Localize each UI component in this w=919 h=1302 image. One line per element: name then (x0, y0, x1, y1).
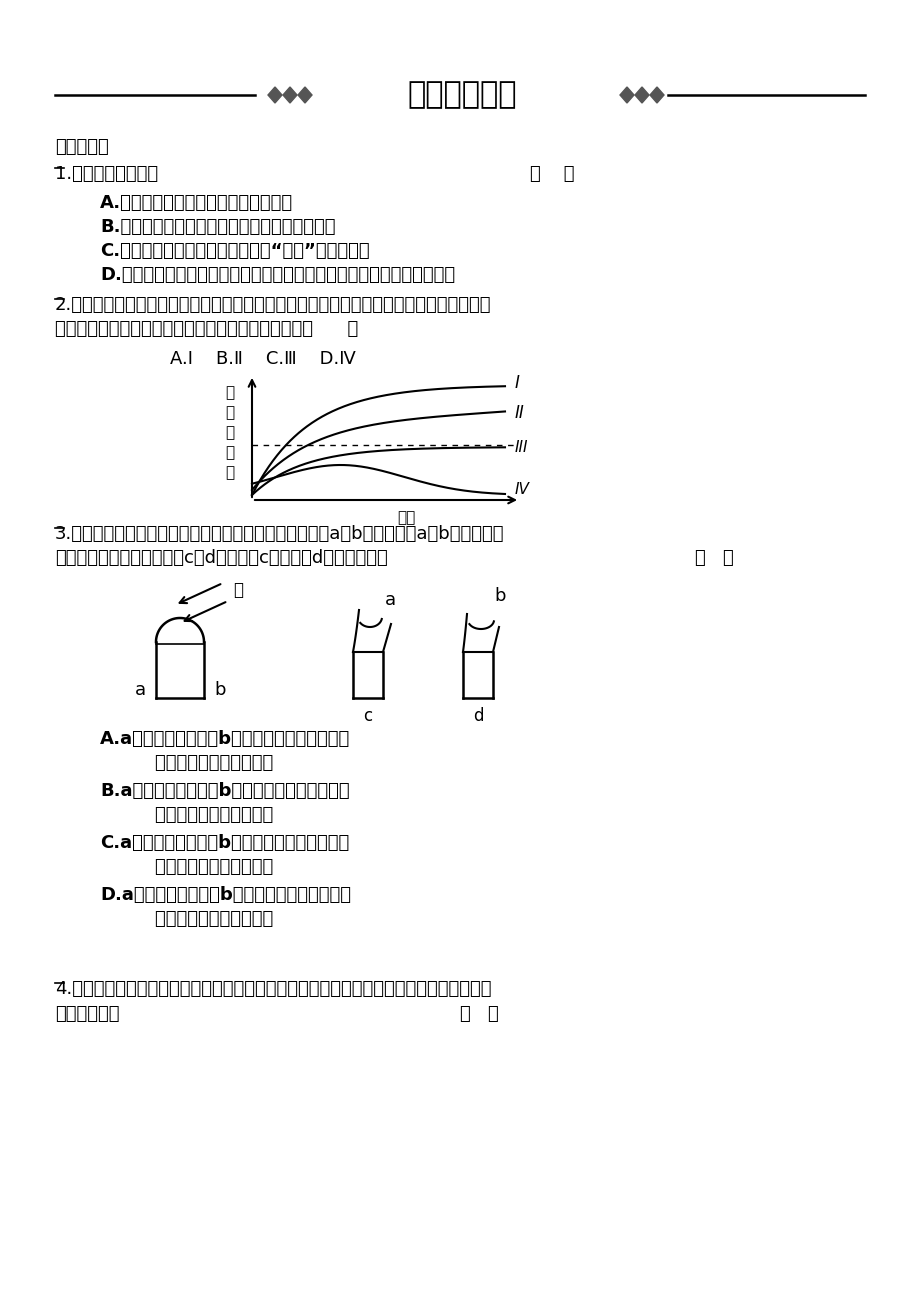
Text: 线表示对茎的生长既不促进也不抑制的生长素浓度）（      ）: 线表示对茎的生长既不促进也不抑制的生长素浓度）（ ） (55, 320, 357, 339)
Polygon shape (283, 87, 297, 103)
Polygon shape (634, 87, 648, 103)
Text: D.把插条基部在浓度较高的生长素类似物溶液中蓮一下，可促进插条生根: D.把插条基部在浓度较高的生长素类似物溶液中蓮一下，可促进插条生根 (100, 266, 455, 284)
Text: （   ）: （ ） (694, 549, 733, 566)
Text: B.植物向光性、顶端优势能体现生长素的两重性: B.植物向光性、顶端优势能体现生长素的两重性 (100, 217, 335, 236)
Polygon shape (267, 87, 282, 103)
Text: 一、选择题: 一、选择题 (55, 138, 108, 156)
Text: 1.下列说法正确的是: 1.下列说法正确的是 (55, 165, 158, 184)
Polygon shape (619, 87, 633, 103)
Text: II: II (515, 404, 524, 422)
Text: （    ）: （ ） (529, 165, 573, 184)
Text: C.用生长素处理得到无子番茄，此“无子”性状能遗传: C.用生长素处理得到无子番茄，此“无子”性状能遗传 (100, 242, 369, 260)
Text: C.a侧生长素浓度小于b侧，该浓度生长素对燕麦: C.a侧生长素浓度小于b侧，该浓度生长素对燕麦 (100, 835, 349, 852)
Text: A.Ⅰ    B.Ⅱ    C.Ⅲ    D.Ⅳ: A.Ⅰ B.Ⅱ C.Ⅲ D.Ⅳ (170, 350, 356, 368)
Text: 2.将一盆栽植物横放于地上，则其水平方向的茎的近地一侧生长素浓度变化曲线为（图中虚: 2.将一盆栽植物横放于地上，则其水平方向的茎的近地一侧生长素浓度变化曲线为（图中… (55, 296, 491, 314)
Text: B.a侧生长素浓度大于b侧，该浓度生长素对燕麦: B.a侧生长素浓度大于b侧，该浓度生长素对燕麦 (100, 783, 349, 799)
Text: 胚芽鞘的生长有促进作用: 胚芽鞘的生长有促进作用 (130, 806, 273, 824)
Text: D.a侧生长素浓度小于b侧，该浓度生长素对燕麦: D.a侧生长素浓度小于b侧，该浓度生长素对燕麦 (100, 885, 351, 904)
Text: I: I (515, 374, 519, 392)
Text: IV: IV (515, 483, 529, 497)
Text: 胚芽鞘的生长有促进作用: 胚芽鞘的生长有促进作用 (130, 858, 273, 876)
Text: 时间: 时间 (396, 510, 414, 526)
Text: A.a侧生长素浓度大于b侧，该浓度生长素对燕麦: A.a侧生长素浓度大于b侧，该浓度生长素对燕麦 (100, 730, 350, 749)
Polygon shape (650, 87, 664, 103)
Text: 度: 度 (225, 466, 234, 480)
Text: c: c (363, 707, 372, 725)
Text: 生: 生 (225, 385, 234, 401)
Text: 长: 长 (225, 405, 234, 421)
Text: d: d (472, 707, 482, 725)
Text: 长情况依次是: 长情况依次是 (55, 1005, 119, 1023)
Text: 放在切去尖端的燕麦胚芽鞘c、d上，结果c生长快于d。该现象说明: 放在切去尖端的燕麦胚芽鞘c、d上，结果c生长快于d。该现象说明 (55, 549, 387, 566)
Text: 考点过关检测: 考点过关检测 (407, 81, 516, 109)
Text: a: a (134, 681, 145, 699)
Text: III: III (515, 440, 528, 454)
Polygon shape (298, 87, 312, 103)
Text: 4.下图中甲为对燕麦胚芽鞘所做的处理，静止一段时间后，乙、丙、丁三图所示胚芽鞘的生: 4.下图中甲为对燕麦胚芽鞘所做的处理，静止一段时间后，乙、丙、丁三图所示胚芽鞘的… (55, 980, 491, 999)
Text: b: b (214, 681, 225, 699)
Text: A.植物生命活动的调节只进行激素调节: A.植物生命活动的调节只进行激素调节 (100, 194, 293, 212)
Text: 胚芽鞘的生长有抑制作用: 胚芽鞘的生长有抑制作用 (130, 754, 273, 772)
Text: 光: 光 (233, 581, 243, 599)
Text: 3.如图所示，将燕麦胚芽鞘的尖端用单侧光照射后，分成a、b两部分，将a、b两部分分别: 3.如图所示，将燕麦胚芽鞘的尖端用单侧光照射后，分成a、b两部分，将a、b两部分… (55, 525, 504, 543)
Text: 浓: 浓 (225, 445, 234, 461)
Text: 胚芽鞘的生长有抑制作用: 胚芽鞘的生长有抑制作用 (130, 910, 273, 928)
Text: 素: 素 (225, 426, 234, 440)
Text: （   ）: （ ） (460, 1005, 498, 1023)
Text: b: b (494, 587, 505, 605)
Text: a: a (384, 591, 395, 609)
